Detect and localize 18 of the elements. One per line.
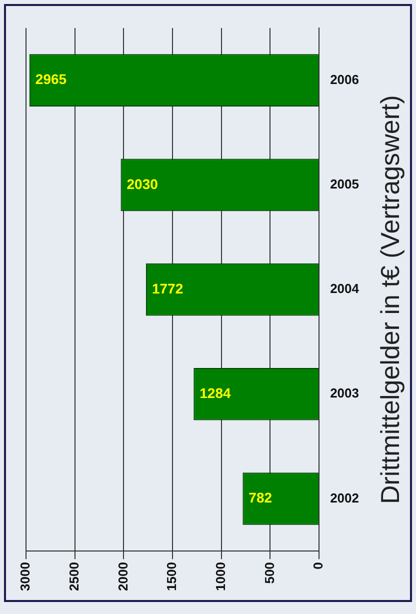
y-tick-label: 2005 [330, 176, 359, 192]
data-label: 2965 [35, 71, 67, 88]
x-tick-label: 3000 [18, 562, 33, 591]
x-tick-label: 1500 [164, 562, 180, 591]
x-tick-label: 1000 [212, 562, 228, 591]
y-tick-label: 2002 [330, 490, 359, 506]
x-tick-label: 500 [262, 562, 277, 584]
data-label: 782 [248, 490, 272, 506]
data-label: 1772 [152, 280, 184, 296]
data-label: 2030 [126, 176, 158, 192]
x-tick-label: 2500 [66, 562, 82, 591]
text: Drittmittelgelder in t€ (Vertragswert) [375, 94, 406, 506]
x-tick-label: 2000 [115, 562, 130, 591]
y-tick-label: 2004 [330, 281, 360, 296]
x-tick-label: 0 [310, 562, 326, 570]
y-tick-label: 2006 [330, 72, 359, 87]
data-label: 1284 [200, 385, 231, 402]
y-tick-label: 2003 [330, 386, 359, 401]
